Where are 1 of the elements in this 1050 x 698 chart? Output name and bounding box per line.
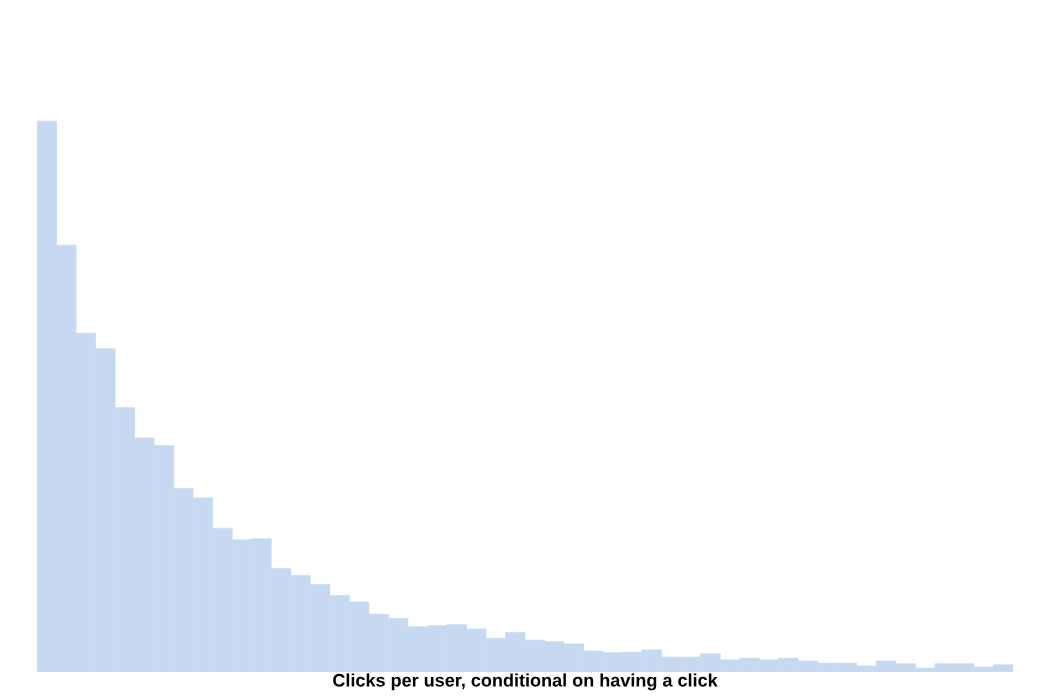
x-axis-title: Clicks per user, conditional on having a click <box>333 673 718 691</box>
